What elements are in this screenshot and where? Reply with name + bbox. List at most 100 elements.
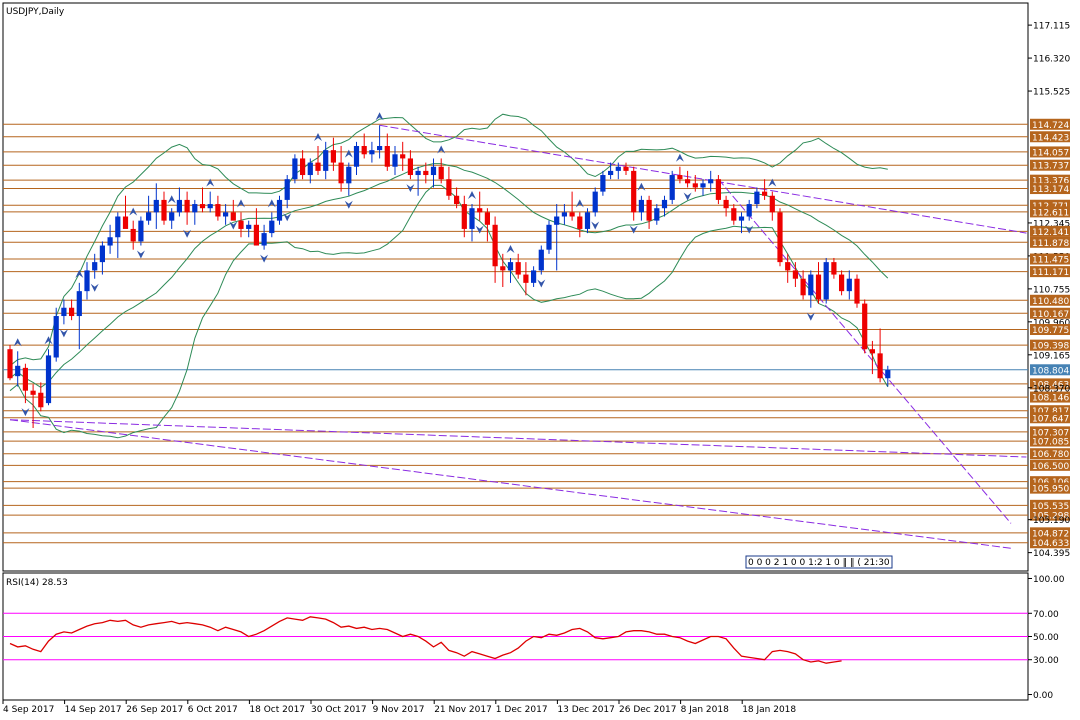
fractal-down-icon xyxy=(229,221,238,230)
price-level-box xyxy=(1030,459,1070,471)
candle-body xyxy=(569,212,575,217)
price-level-label: 113.174 xyxy=(1032,185,1069,195)
candle-body xyxy=(438,166,444,180)
candle-body xyxy=(661,199,668,209)
price-level-box xyxy=(1030,426,1070,438)
price-tick-label: 115.525 xyxy=(1033,88,1070,98)
time-tick-label: 4 Sep 2017 xyxy=(3,705,54,715)
price-level-box xyxy=(1030,448,1070,460)
fractals xyxy=(13,112,815,417)
price-level-label: 112.611 xyxy=(1032,208,1069,218)
rsi-series xyxy=(9,616,842,664)
candle-body xyxy=(161,199,167,221)
candle-body xyxy=(500,266,506,271)
candle-body xyxy=(477,208,483,213)
candle-body xyxy=(7,349,13,379)
time-tick-label: 21 Nov 2017 xyxy=(434,705,492,715)
candle-body xyxy=(677,175,683,180)
price-axis: 117.115 116.320 115.525 114.724 114.423 114.0… xyxy=(1028,22,1070,559)
candle-body xyxy=(469,208,475,229)
price-tick-label: 108.370 xyxy=(1033,384,1070,394)
fractal-up-icon xyxy=(375,112,384,121)
price-level-box xyxy=(1030,159,1070,171)
price-level-box xyxy=(1030,391,1070,403)
candle-body xyxy=(669,175,675,200)
price-level-label: 105.950 xyxy=(1032,485,1069,495)
price-level-box xyxy=(1030,482,1070,494)
fractal-up-icon xyxy=(768,178,777,187)
candle-body xyxy=(38,392,44,408)
price-level-label: 107.307 xyxy=(1032,428,1069,438)
candle-body xyxy=(115,216,121,238)
candle-body xyxy=(623,166,629,171)
band-upper xyxy=(9,113,888,367)
fractal-up-icon xyxy=(206,178,215,187)
rsi-axis: 100.00 70.00 50.00 30.00 0.00 xyxy=(1028,575,1065,701)
fractal-down-icon xyxy=(59,329,68,338)
fractal-up-icon xyxy=(129,207,138,216)
candle-body xyxy=(307,162,313,176)
price-level-label: 109.398 xyxy=(1032,342,1069,352)
fractal-down-icon xyxy=(90,283,99,292)
candle-body xyxy=(215,204,221,217)
fractal-down-icon xyxy=(591,221,600,230)
candle-body xyxy=(284,179,290,200)
candle-body xyxy=(446,179,452,196)
candle-body xyxy=(323,150,329,171)
rsi-tick-label: 70.00 xyxy=(1033,610,1059,620)
candle-body xyxy=(84,270,90,292)
chart-title: USDJPY,Daily xyxy=(6,7,65,17)
candle-body xyxy=(184,199,190,213)
candle-body xyxy=(592,191,598,213)
price-level-label: 114.057 xyxy=(1032,148,1069,158)
time-box-text: 0 0 0 2 1 0 0 1:2 1 0 ‖ ‖ ( 21:30 xyxy=(748,558,890,568)
candle-body xyxy=(769,195,775,213)
rsi-levels xyxy=(3,612,1028,661)
candle-body xyxy=(392,154,398,167)
fractal-up-icon xyxy=(13,338,22,347)
candle-body xyxy=(584,212,591,229)
price-level-box xyxy=(1030,131,1070,143)
candle-body xyxy=(269,220,275,234)
candle-body xyxy=(207,204,213,209)
price-level-label: 109.775 xyxy=(1032,326,1069,336)
price-pane[interactable]: USDJPY,Daily 0 0 0 2 1 0 0 1:2 1 0 ‖ ‖ (… xyxy=(2,2,1029,572)
candle-body xyxy=(600,175,606,192)
fractal-up-icon xyxy=(267,199,276,208)
price-level-label: 108.146 xyxy=(1032,394,1069,404)
price-tick-label: 110.755 xyxy=(1033,285,1070,295)
time-tick-label: 8 Jan 2018 xyxy=(681,705,729,715)
candle-body xyxy=(338,162,344,184)
candle-body xyxy=(15,365,21,377)
candle-body xyxy=(577,216,583,229)
rsi-line xyxy=(9,616,842,664)
candle-body xyxy=(61,307,67,317)
price-level-label: 108.804 xyxy=(1032,366,1069,376)
fractal-down-icon xyxy=(806,312,815,321)
price-level-box xyxy=(1030,364,1070,376)
price-level-box xyxy=(1030,405,1070,417)
candle-body xyxy=(246,224,252,229)
price-tick-label: 109.165 xyxy=(1033,351,1070,361)
price-level-box xyxy=(1030,476,1070,488)
candle-body xyxy=(731,208,737,221)
price-level-label: 106.780 xyxy=(1032,450,1069,460)
candle-body xyxy=(22,367,28,391)
price-level-label: 105.535 xyxy=(1032,502,1069,512)
fractal-down-icon xyxy=(745,225,754,234)
candle-body xyxy=(300,158,306,176)
price-level-label: 107.817 xyxy=(1032,407,1069,417)
price-level-box xyxy=(1030,266,1070,278)
candle-body xyxy=(253,224,259,246)
candle-body xyxy=(746,204,752,217)
candle-body xyxy=(176,199,182,213)
candle-body xyxy=(423,170,429,176)
price-level-box xyxy=(1030,412,1070,424)
time-tick-label: 26 Dec 2017 xyxy=(619,705,677,715)
candle-body xyxy=(507,262,514,271)
candle-body xyxy=(708,179,714,184)
trend-line xyxy=(9,419,1012,549)
price-level-label: 104.633 xyxy=(1032,539,1069,549)
price-tick-label: 104.395 xyxy=(1033,549,1070,559)
price-level-box xyxy=(1030,174,1070,186)
